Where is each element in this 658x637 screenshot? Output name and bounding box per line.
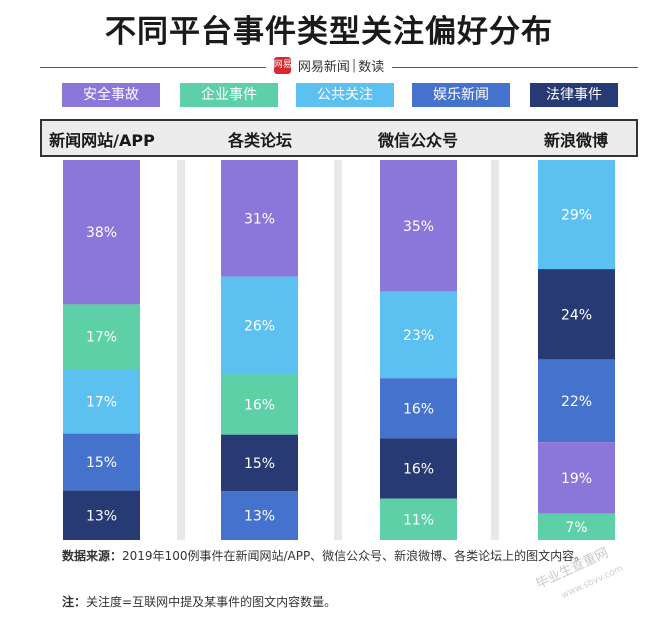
data-label: 35% (403, 219, 434, 235)
data-label: 16% (403, 401, 434, 417)
legend: 安全事故 企业事件 公共关注 娱乐新闻 法律事件 (0, 83, 658, 107)
bar-segment (63, 304, 140, 369)
legend-item: 法律事件 (530, 83, 618, 107)
data-label: 23% (403, 328, 434, 344)
bar-segment (221, 160, 298, 277)
data-label: 7% (565, 520, 587, 536)
brand-mark: 网易 网易新闻 | 数读 (0, 56, 658, 75)
legend-item: 娱乐新闻 (412, 83, 510, 107)
data-label: 26% (244, 319, 275, 335)
bar-segment (380, 438, 457, 499)
bar-segment (380, 291, 457, 379)
bar-segment (380, 160, 457, 292)
category-label: 新闻网站/APP (49, 131, 155, 150)
bar-segment (380, 378, 457, 439)
legend-item: 企业事件 (180, 83, 278, 107)
column-divider (177, 160, 185, 540)
brand-rule-left (40, 67, 266, 68)
note-text: 关注度=互联网中提及某事件的图文内容数量。 (86, 595, 337, 609)
brand-separator: | (351, 58, 357, 73)
source-note: 数据来源：2019年100例事件在新闻网站/APP、微信公众号、新浪微博、各类论… (62, 548, 622, 565)
bar-segment (221, 434, 298, 492)
netease-logo-icon: 网易 (273, 57, 292, 74)
bar-segment (538, 269, 615, 360)
bar-segment (221, 276, 298, 375)
category-label: 新浪微博 (543, 131, 608, 150)
brand-name: 网易新闻 (297, 60, 350, 75)
data-label: 24% (561, 307, 592, 323)
note-label: 注： (62, 595, 87, 609)
bar-segment (221, 374, 298, 435)
data-label: 16% (244, 398, 275, 414)
category-label: 微信公众号 (377, 131, 458, 150)
chart-title: 不同平台事件类型关注偏好分布 (105, 14, 553, 50)
source-text: 2019年100例事件在新闻网站/APP、微信公众号、新浪微博、各类论坛上的图文… (122, 549, 587, 563)
bar-segment (63, 490, 140, 540)
data-label: 13% (86, 508, 117, 524)
category-label: 各类论坛 (227, 131, 292, 150)
definition-note: 注：关注度=互联网中提及某事件的图文内容数量。 (62, 594, 336, 611)
column-divider (334, 160, 342, 540)
bar-segment (221, 491, 298, 540)
bar-segment (538, 160, 615, 270)
bar-segment (538, 359, 615, 443)
brand-section: 数读 (358, 60, 385, 75)
data-label: 17% (86, 394, 117, 410)
legend-item: 公共关注 (296, 83, 394, 107)
bar-segment (380, 498, 457, 540)
bar-segment (538, 513, 615, 540)
data-label: 13% (244, 509, 275, 525)
data-label: 16% (403, 462, 434, 478)
bar-segment (63, 160, 140, 305)
data-label: 17% (86, 330, 117, 346)
legend-item: 安全事故 (62, 83, 160, 107)
data-label: 15% (244, 456, 275, 472)
data-label: 11% (403, 512, 434, 528)
data-label: 19% (561, 471, 592, 487)
data-label: 29% (561, 208, 592, 224)
data-label: 31% (244, 211, 275, 227)
bar-segment (63, 369, 140, 434)
data-label: 38% (86, 225, 117, 241)
brand-rule-right (392, 67, 638, 68)
data-label: 22% (561, 394, 592, 410)
source-label: 数据来源： (62, 549, 123, 563)
category-header-bar (40, 119, 638, 157)
bar-segment (63, 433, 140, 491)
bar-segment (538, 442, 615, 514)
column-divider (491, 160, 499, 540)
data-label: 15% (86, 455, 117, 471)
